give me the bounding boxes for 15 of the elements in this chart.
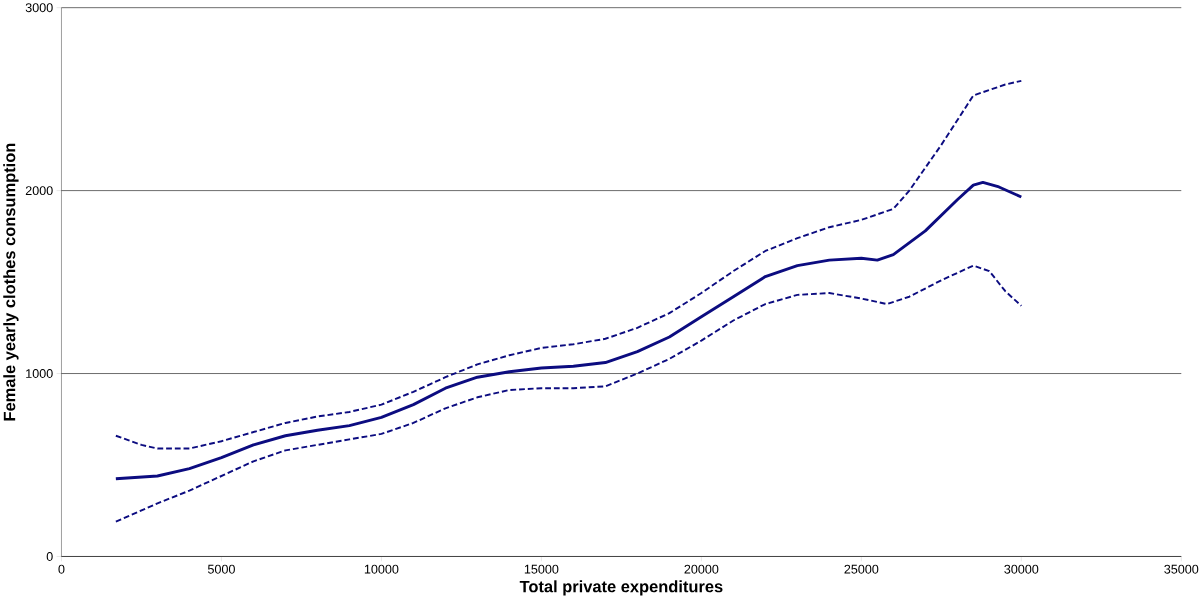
y-tick-label: 3000 [25,3,53,13]
x-tick-label: 35000 [1164,564,1199,574]
x-tick-label: 15000 [524,564,559,574]
x-tick-label: 0 [58,564,65,574]
y-tick-label: 2000 [25,186,53,196]
x-tick-label: 20000 [684,564,719,574]
x-tick-label: 30000 [1004,564,1039,574]
x-tick-label: 25000 [844,564,879,574]
line-series [114,181,1023,481]
y-axis-title: Female yearly clothes consumption [3,143,19,421]
x-tick-label: 10000 [364,564,399,574]
y-tick-label: 0 [46,552,53,561]
x-axis-title: Total private expenditures [519,580,723,596]
x-tick-label: 5000 [207,564,235,574]
y-tick-label: 1000 [26,369,53,379]
